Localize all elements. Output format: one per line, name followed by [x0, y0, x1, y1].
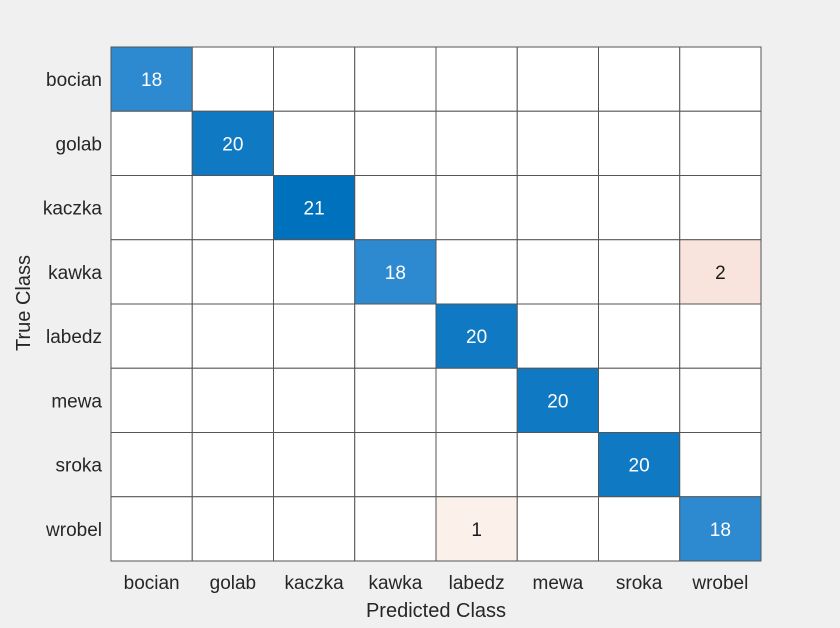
matrix-cell — [516, 110, 599, 176]
matrix-cell — [273, 432, 356, 498]
row-tick-label: bocian — [46, 70, 102, 91]
matrix-cell — [110, 496, 193, 562]
matrix-cell — [435, 432, 518, 498]
matrix-cell — [435, 367, 518, 433]
column-tick-label: kawka — [368, 573, 422, 594]
matrix-cell — [273, 367, 356, 433]
matrix-cells: 18 20 21 18 2 20 20 20 1 18 — [110, 46, 762, 562]
matrix-cell — [110, 175, 193, 241]
matrix-cell — [273, 303, 356, 369]
matrix-cell — [354, 367, 437, 433]
matrix-cell — [679, 496, 762, 562]
matrix-cell — [354, 496, 437, 562]
matrix-cell — [110, 367, 193, 433]
matrix-cell — [435, 110, 518, 176]
matrix-cell — [435, 239, 518, 305]
matrix-cell — [516, 175, 599, 241]
matrix-cell — [191, 432, 274, 498]
matrix-cell — [435, 46, 518, 112]
matrix-cell — [110, 239, 193, 305]
matrix-cell — [110, 303, 193, 369]
cell-value-label: 18 — [710, 520, 731, 541]
column-tick-labels: bocian golab kaczka kawka labedz mewa sroka wro… — [124, 573, 749, 594]
row-tick-label: kaczka — [43, 199, 103, 220]
matrix-cell — [191, 175, 274, 241]
matrix-cell — [273, 496, 356, 562]
matrix-cell — [679, 110, 762, 176]
matrix-cell — [273, 46, 356, 112]
matrix-cell — [354, 303, 437, 369]
matrix-cell — [273, 239, 356, 305]
matrix-cell — [516, 432, 599, 498]
column-tick-label: bocian — [124, 573, 180, 594]
matrix-cell — [598, 110, 681, 176]
matrix-cell — [598, 367, 681, 433]
matrix-cell — [679, 303, 762, 369]
matrix-cell — [191, 367, 274, 433]
matrix-cell — [598, 432, 681, 498]
row-tick-label: labedz — [46, 327, 102, 348]
matrix-cell — [191, 303, 274, 369]
row-tick-label: golab — [56, 134, 103, 155]
matrix-cell — [191, 496, 274, 562]
cell-value-label: 18 — [141, 70, 162, 91]
matrix-cell — [191, 239, 274, 305]
cell-value-label: 18 — [385, 263, 406, 284]
matrix-cell — [354, 110, 437, 176]
matrix-cell — [110, 432, 193, 498]
matrix-cell — [598, 496, 681, 562]
column-tick-label: labedz — [449, 573, 505, 594]
cell-value-label: 20 — [222, 134, 243, 155]
column-tick-label: mewa — [533, 573, 584, 594]
matrix-cell — [598, 239, 681, 305]
matrix-cell — [435, 496, 518, 562]
matrix-cell — [598, 46, 681, 112]
cell-value-label: 2 — [715, 263, 726, 284]
matrix-cell — [191, 110, 274, 176]
matrix-cell — [516, 303, 599, 369]
cell-value-label: 21 — [304, 199, 325, 220]
row-tick-labels: bocian golab kaczka kawka labedz mewa sroka wro… — [43, 70, 103, 541]
matrix-cell — [354, 432, 437, 498]
matrix-cell — [110, 46, 193, 112]
cell-value-label: 20 — [466, 327, 487, 348]
row-tick-label: mewa — [51, 391, 102, 412]
row-tick-label: sroka — [56, 456, 103, 477]
matrix-cell — [679, 46, 762, 112]
matrix-cell — [679, 367, 762, 433]
cell-value-label: 20 — [629, 456, 650, 477]
matrix-cell — [435, 175, 518, 241]
matrix-cell — [598, 303, 681, 369]
matrix-cell — [516, 239, 599, 305]
matrix-cell — [273, 110, 356, 176]
matrix-cell — [354, 46, 437, 112]
matrix-cell — [679, 175, 762, 241]
matrix-cell — [273, 175, 356, 241]
matrix-cell — [516, 496, 599, 562]
column-tick-label: golab — [210, 573, 257, 594]
matrix-cell — [679, 432, 762, 498]
matrix-cell — [516, 46, 599, 112]
column-tick-label: wrobel — [691, 573, 748, 594]
matrix-cell — [598, 175, 681, 241]
row-tick-label: kawka — [48, 263, 102, 284]
y-axis-label: True Class — [13, 255, 35, 351]
column-tick-label: sroka — [616, 573, 663, 594]
row-tick-label: wrobel — [45, 520, 102, 541]
matrix-cell — [354, 175, 437, 241]
matrix-cell — [516, 367, 599, 433]
column-tick-label: kaczka — [285, 573, 345, 594]
x-axis-label: Predicted Class — [366, 600, 506, 622]
cell-value-label: 1 — [471, 520, 482, 541]
matrix-cell — [110, 110, 193, 176]
cell-value-label: 20 — [547, 391, 568, 412]
matrix-cell — [191, 46, 274, 112]
